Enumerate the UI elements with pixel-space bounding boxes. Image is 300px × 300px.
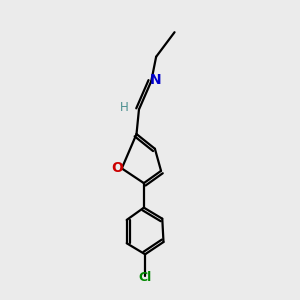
Text: Cl: Cl — [139, 271, 152, 284]
Text: O: O — [111, 161, 123, 176]
Text: N: N — [150, 73, 161, 87]
Text: H: H — [120, 100, 129, 114]
